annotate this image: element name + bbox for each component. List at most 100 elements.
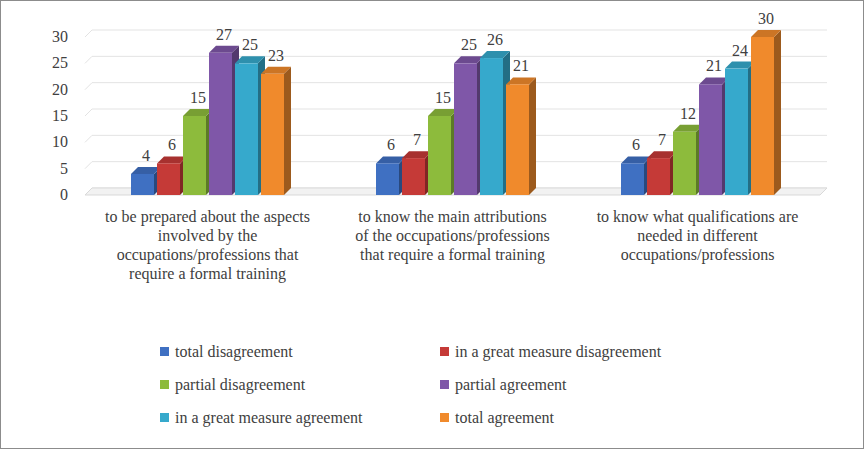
bar <box>157 163 180 195</box>
bar-3d <box>261 67 291 195</box>
bar-top <box>209 46 239 53</box>
data-label: 15 <box>190 89 206 106</box>
bar-top <box>428 109 458 116</box>
bar-3d <box>235 56 265 195</box>
bar <box>183 116 206 195</box>
data-label: 12 <box>680 105 696 122</box>
chart-border <box>1 1 864 449</box>
legend-label: partial disagreement <box>175 376 306 394</box>
data-label: 24 <box>732 42 748 59</box>
bar-side <box>529 77 536 195</box>
y-tick-label: 25 <box>52 54 68 71</box>
bar-3d <box>454 56 484 195</box>
data-label: 21 <box>706 57 722 74</box>
y-tick-label: 10 <box>52 133 68 150</box>
data-labels: 461527252367152526216712212430 <box>142 10 774 164</box>
x-tick-label: to know what qualifications areneeded in… <box>597 208 799 264</box>
bar-top <box>621 156 651 163</box>
bar-top <box>235 56 265 63</box>
bar-side <box>284 67 291 195</box>
bar-3d <box>673 125 703 195</box>
legend-label: in a great measure disagreement <box>455 343 662 361</box>
data-label: 23 <box>268 47 284 64</box>
bar-top <box>376 156 406 163</box>
bar <box>751 37 774 195</box>
bar-top <box>647 151 677 158</box>
bar <box>261 74 284 195</box>
data-label: 6 <box>168 136 176 153</box>
x-tick-label: to know the main attributionsof the occu… <box>355 208 550 264</box>
grid-line-depth <box>85 56 92 63</box>
bar-3d <box>699 77 729 195</box>
bar <box>621 163 644 195</box>
bar-top <box>506 77 536 84</box>
bar <box>673 132 696 195</box>
legend-swatch <box>160 380 169 389</box>
legend-swatch <box>160 413 169 422</box>
bar-top <box>725 62 755 69</box>
bar <box>209 53 232 195</box>
bar-3d <box>506 77 536 195</box>
chart-svg: 0510152025304615272523671525262167122124… <box>0 0 864 449</box>
y-tick-label: 5 <box>60 160 68 177</box>
bar <box>699 84 722 195</box>
bar-3d <box>480 51 510 195</box>
legend-label: total disagreement <box>175 343 293 361</box>
grid-line-depth <box>85 83 92 90</box>
bar-3d <box>209 46 239 195</box>
bar <box>131 174 154 195</box>
legend-label: total agreement <box>455 409 555 427</box>
bar <box>428 116 451 195</box>
bar <box>725 69 748 195</box>
x-tick-label: to be prepared about the aspectsinvolved… <box>105 208 310 283</box>
data-label: 27 <box>216 26 232 43</box>
data-label: 25 <box>461 36 477 53</box>
grid-line <box>92 30 827 31</box>
bar-3d <box>428 109 458 195</box>
bar-3d <box>621 156 651 195</box>
legend-swatch <box>440 347 449 356</box>
bar-3d <box>376 156 406 195</box>
bars <box>131 30 781 195</box>
bar <box>506 84 529 195</box>
data-label: 21 <box>513 57 529 74</box>
bar-3d <box>647 151 677 195</box>
bar <box>235 63 258 195</box>
bar-top <box>183 109 213 116</box>
bar <box>402 158 425 195</box>
data-label: 7 <box>413 131 421 148</box>
legend-label: in a great measure agreement <box>175 409 363 427</box>
legend: total disagreement in a great measure dis… <box>160 343 662 427</box>
bar-3d <box>751 30 781 195</box>
bar-top <box>131 167 161 174</box>
data-label: 6 <box>632 136 640 153</box>
grid-line-depth <box>85 30 92 37</box>
legend-swatch <box>440 413 449 422</box>
bar-top <box>480 51 510 58</box>
grid <box>85 30 827 195</box>
y-tick-label: 20 <box>52 81 68 98</box>
y-tick-label: 30 <box>52 28 68 45</box>
bar-top <box>454 56 484 63</box>
legend-swatch <box>160 347 169 356</box>
bar <box>454 63 477 195</box>
bar-3d <box>402 151 432 195</box>
bar <box>376 163 399 195</box>
data-label: 6 <box>387 136 395 153</box>
bar-top <box>751 30 781 37</box>
legend-label: partial agreement <box>455 376 567 394</box>
bar-top <box>699 77 729 84</box>
bar <box>480 58 503 195</box>
y-tick-label: 0 <box>60 186 68 203</box>
bar-top <box>261 67 291 74</box>
bar-top <box>673 125 703 132</box>
data-label: 30 <box>758 10 774 27</box>
legend-swatch <box>440 380 449 389</box>
grid-line-depth <box>85 109 92 116</box>
data-label: 25 <box>242 36 258 53</box>
data-label: 26 <box>487 31 503 48</box>
bar-3d <box>725 62 755 195</box>
grid-line-depth <box>85 135 92 142</box>
bar-top <box>402 151 432 158</box>
bar-side <box>774 30 781 195</box>
